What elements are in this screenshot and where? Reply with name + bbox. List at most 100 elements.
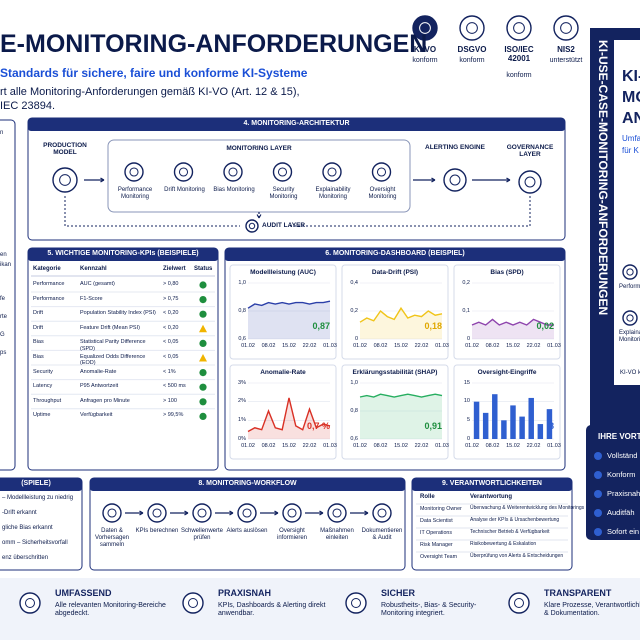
benefits-title: IHRE VORT	[598, 432, 640, 441]
x-tick-label: 22.02	[414, 443, 429, 449]
area	[248, 301, 330, 339]
status-warn	[199, 324, 207, 333]
alerting-icon	[443, 168, 467, 192]
badge-label: KI-VO	[413, 45, 437, 54]
dashboard-header	[225, 248, 565, 261]
chart-panel	[341, 364, 449, 460]
kpi-cell: < 0,20	[163, 310, 179, 317]
monitoring-icon	[371, 162, 392, 182]
x-tick-label: 01.03	[323, 443, 337, 449]
area	[472, 319, 554, 339]
kpi-cell: Latency	[33, 383, 53, 390]
footer-text: Robustheits-, Bias- & Security-Monitorin…	[381, 602, 477, 618]
left-panel-item: fe	[0, 296, 6, 302]
workflow-step: Oversight informieren	[276, 528, 307, 541]
x-tick-label: 01.02	[353, 343, 367, 349]
badge-icon	[412, 15, 438, 41]
footer-icon-inner	[188, 598, 198, 608]
arrow-head	[506, 177, 511, 183]
bar	[501, 420, 507, 439]
badge-label: NIS2	[557, 45, 575, 54]
subtitle: Standards für sichere, faire und konform…	[0, 66, 308, 80]
x-tick-label: 15.02	[282, 343, 296, 349]
kpi-header: Kategorie	[33, 266, 61, 272]
status-ok	[199, 296, 207, 304]
kpi-cell: > 0,80	[163, 281, 179, 287]
examples-header	[0, 478, 82, 491]
chart-title: Bias (SPD)	[490, 269, 524, 276]
chart-title: Oversight-Eingriffe	[477, 369, 537, 376]
y-tick-label: 0,1	[462, 307, 470, 314]
arrow-head	[431, 177, 436, 183]
benefit-check	[594, 490, 602, 498]
status-ok	[199, 383, 207, 391]
kpi-cell: Equalized Odds Difference (EOD)	[80, 354, 146, 367]
resp-role: Monitoring Owner	[420, 506, 462, 512]
x-tick-label: 01.02	[241, 443, 255, 449]
arrow-head	[274, 510, 279, 516]
kpi-cell: > 99,5%	[163, 412, 184, 419]
chart-title: Data-Drift (PSI)	[371, 269, 419, 276]
footer-icon-inner	[25, 598, 35, 608]
y-tick-label: 0,6	[238, 335, 246, 342]
kpi-cell: Statistical Parity Difference (SPD)	[80, 339, 146, 352]
monitoring-icon	[223, 162, 243, 182]
footer-icon	[182, 592, 204, 614]
audit-flow	[64, 196, 531, 227]
footer-text: KPIs, Dashboards & Alerting direkt anwen…	[218, 602, 326, 618]
monitoring-icon	[124, 162, 144, 182]
bar	[482, 412, 489, 439]
responsibilities-header	[412, 478, 572, 491]
y-tick-label: 1%	[238, 416, 246, 423]
monitoring-layer-title: MONITORING LAYER	[226, 145, 292, 152]
monitoring-item: Security Monitoring	[269, 187, 298, 200]
footer-title: UMFASSEND	[55, 588, 112, 598]
status-ok	[199, 412, 207, 420]
area	[360, 394, 442, 439]
chart-panel	[341, 264, 449, 360]
monitoring-item: Oversight Monitoring	[368, 187, 397, 200]
book-cover-title: AN	[622, 110, 640, 127]
production-icon-inner	[59, 174, 71, 186]
workflow-icon	[237, 503, 257, 523]
benefit-item: Praxisnah	[607, 489, 640, 498]
workflow-icon-inner	[332, 508, 342, 518]
current-value: 0,87	[312, 321, 330, 331]
x-tick-label: 01.02	[465, 343, 479, 349]
left-panel-item: rte	[0, 314, 8, 320]
footer-icon-inner	[351, 598, 361, 608]
x-tick-label: 01.02	[241, 343, 255, 349]
bar	[510, 405, 516, 439]
kpi-cell: > 0,75	[163, 295, 179, 302]
x-tick-label: 08.02	[373, 343, 388, 349]
x-tick-label: 22.02	[302, 443, 317, 449]
badge-label: ISO/IEC 42001	[504, 45, 534, 64]
book-icon-label: Explainabili Monitoring	[619, 330, 640, 343]
audit-icon	[245, 219, 259, 233]
resp-role: IT Operations	[420, 530, 452, 536]
workflow-icon	[192, 503, 212, 523]
left-panel	[0, 119, 16, 471]
resp-header: Verantwortung	[470, 494, 513, 500]
status-ok	[199, 310, 207, 318]
workflow-icon	[102, 503, 122, 523]
x-tick-label: 15.02	[506, 443, 520, 449]
arrow-head	[184, 510, 189, 516]
kpi-cell: Feature Drift (Mean PSI)	[80, 324, 140, 331]
kpi-cell: F1-Score	[80, 295, 103, 302]
audit-icon-inner	[248, 222, 256, 230]
badge-icon	[506, 15, 532, 41]
y-tick-label: 2%	[238, 398, 246, 405]
status-warn	[199, 354, 207, 362]
monitoring-icon-inner	[376, 167, 387, 177]
production-icon	[52, 167, 78, 193]
monitoring-icon-inner	[129, 167, 139, 177]
book-cover	[614, 40, 640, 385]
footer-icon	[345, 592, 367, 614]
alerting-engine: ALERTING ENGINE	[425, 144, 485, 151]
kpi-cell: < 1%	[163, 368, 176, 375]
badge-icon	[459, 15, 485, 41]
workflow-step: Alerts auslösen	[226, 528, 268, 534]
monitoring-icon	[322, 162, 342, 182]
